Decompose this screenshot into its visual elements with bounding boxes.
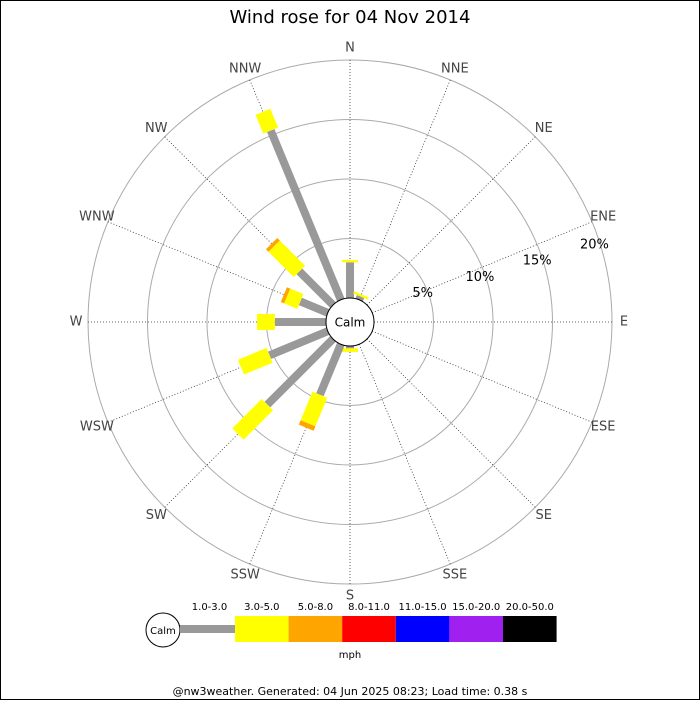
direction-label: ESE xyxy=(591,419,616,434)
spoke xyxy=(372,330,593,423)
r-tick-label: 10% xyxy=(465,270,494,285)
legend-label: 15.0-20.0 xyxy=(452,602,500,613)
bar-segment xyxy=(268,240,306,278)
spoke xyxy=(372,221,593,314)
bar-segment xyxy=(232,398,274,440)
direction-label: SSW xyxy=(230,568,260,583)
footer: @nw3weather. Generated: 04 Jun 2025 08:2… xyxy=(173,685,528,698)
direction-label: NW xyxy=(145,121,168,136)
direction-label: NNE xyxy=(441,61,469,76)
legend-label: 1.0-3.0 xyxy=(192,602,227,613)
legend-label: 3.0-5.0 xyxy=(244,602,279,613)
direction-label: N xyxy=(345,41,355,56)
r-tick-label: 15% xyxy=(523,254,552,269)
legend-swatch xyxy=(503,616,557,642)
legend-swatch xyxy=(180,625,235,633)
legend-unit: mph xyxy=(339,650,361,661)
r-tick-label: 20% xyxy=(580,238,609,253)
direction-label: NE xyxy=(535,121,553,136)
direction-label: NNW xyxy=(229,61,261,76)
direction-label: ENE xyxy=(590,210,616,225)
direction-label: WSW xyxy=(80,419,114,434)
spoke xyxy=(366,338,536,508)
bar-segment xyxy=(255,108,279,134)
bar-segment xyxy=(296,268,336,308)
chart-title: Wind rose for 04 Nov 2014 xyxy=(230,7,471,28)
legend-swatch xyxy=(235,616,289,642)
direction-label: SSE xyxy=(442,568,467,583)
bar-segment xyxy=(284,288,304,309)
direction-label: SE xyxy=(536,508,552,523)
legend-swatch xyxy=(342,616,396,642)
bar-segment xyxy=(298,420,316,431)
bar-segment xyxy=(280,287,291,304)
bar-segment xyxy=(298,297,330,317)
legend-calm-label: Calm xyxy=(150,626,176,637)
bar-segment xyxy=(316,342,345,397)
bar-segment xyxy=(266,128,345,302)
legend-swatch xyxy=(288,616,343,642)
bar-segment xyxy=(237,347,273,375)
legend-swatch xyxy=(395,616,450,642)
grid-ring xyxy=(147,119,553,525)
calm-label: Calm xyxy=(335,316,366,330)
legend-swatch xyxy=(449,616,503,642)
direction-label: S xyxy=(346,589,354,604)
legend-label: 20.0-50.0 xyxy=(506,602,554,613)
legend-label: 5.0-8.0 xyxy=(298,602,333,613)
direction-label: SW xyxy=(146,508,167,523)
spoke xyxy=(366,136,536,306)
direction-label: W xyxy=(70,315,83,330)
spoke xyxy=(358,344,451,565)
r-tick-label: 5% xyxy=(412,286,433,301)
legend-label: 8.0-11.0 xyxy=(348,602,390,613)
bar-segment xyxy=(265,237,280,252)
bar-segment xyxy=(264,336,336,408)
calm-circle xyxy=(325,297,375,347)
direction-label: WNW xyxy=(79,210,115,225)
direction-label: E xyxy=(620,315,628,330)
bar-segment xyxy=(355,294,365,302)
bar-segment xyxy=(268,327,330,360)
legend-label: 11.0-15.0 xyxy=(399,602,447,613)
bar-segment xyxy=(300,391,328,427)
spoke xyxy=(358,79,451,300)
bar-segment xyxy=(353,291,369,300)
grid-ring xyxy=(206,178,494,466)
